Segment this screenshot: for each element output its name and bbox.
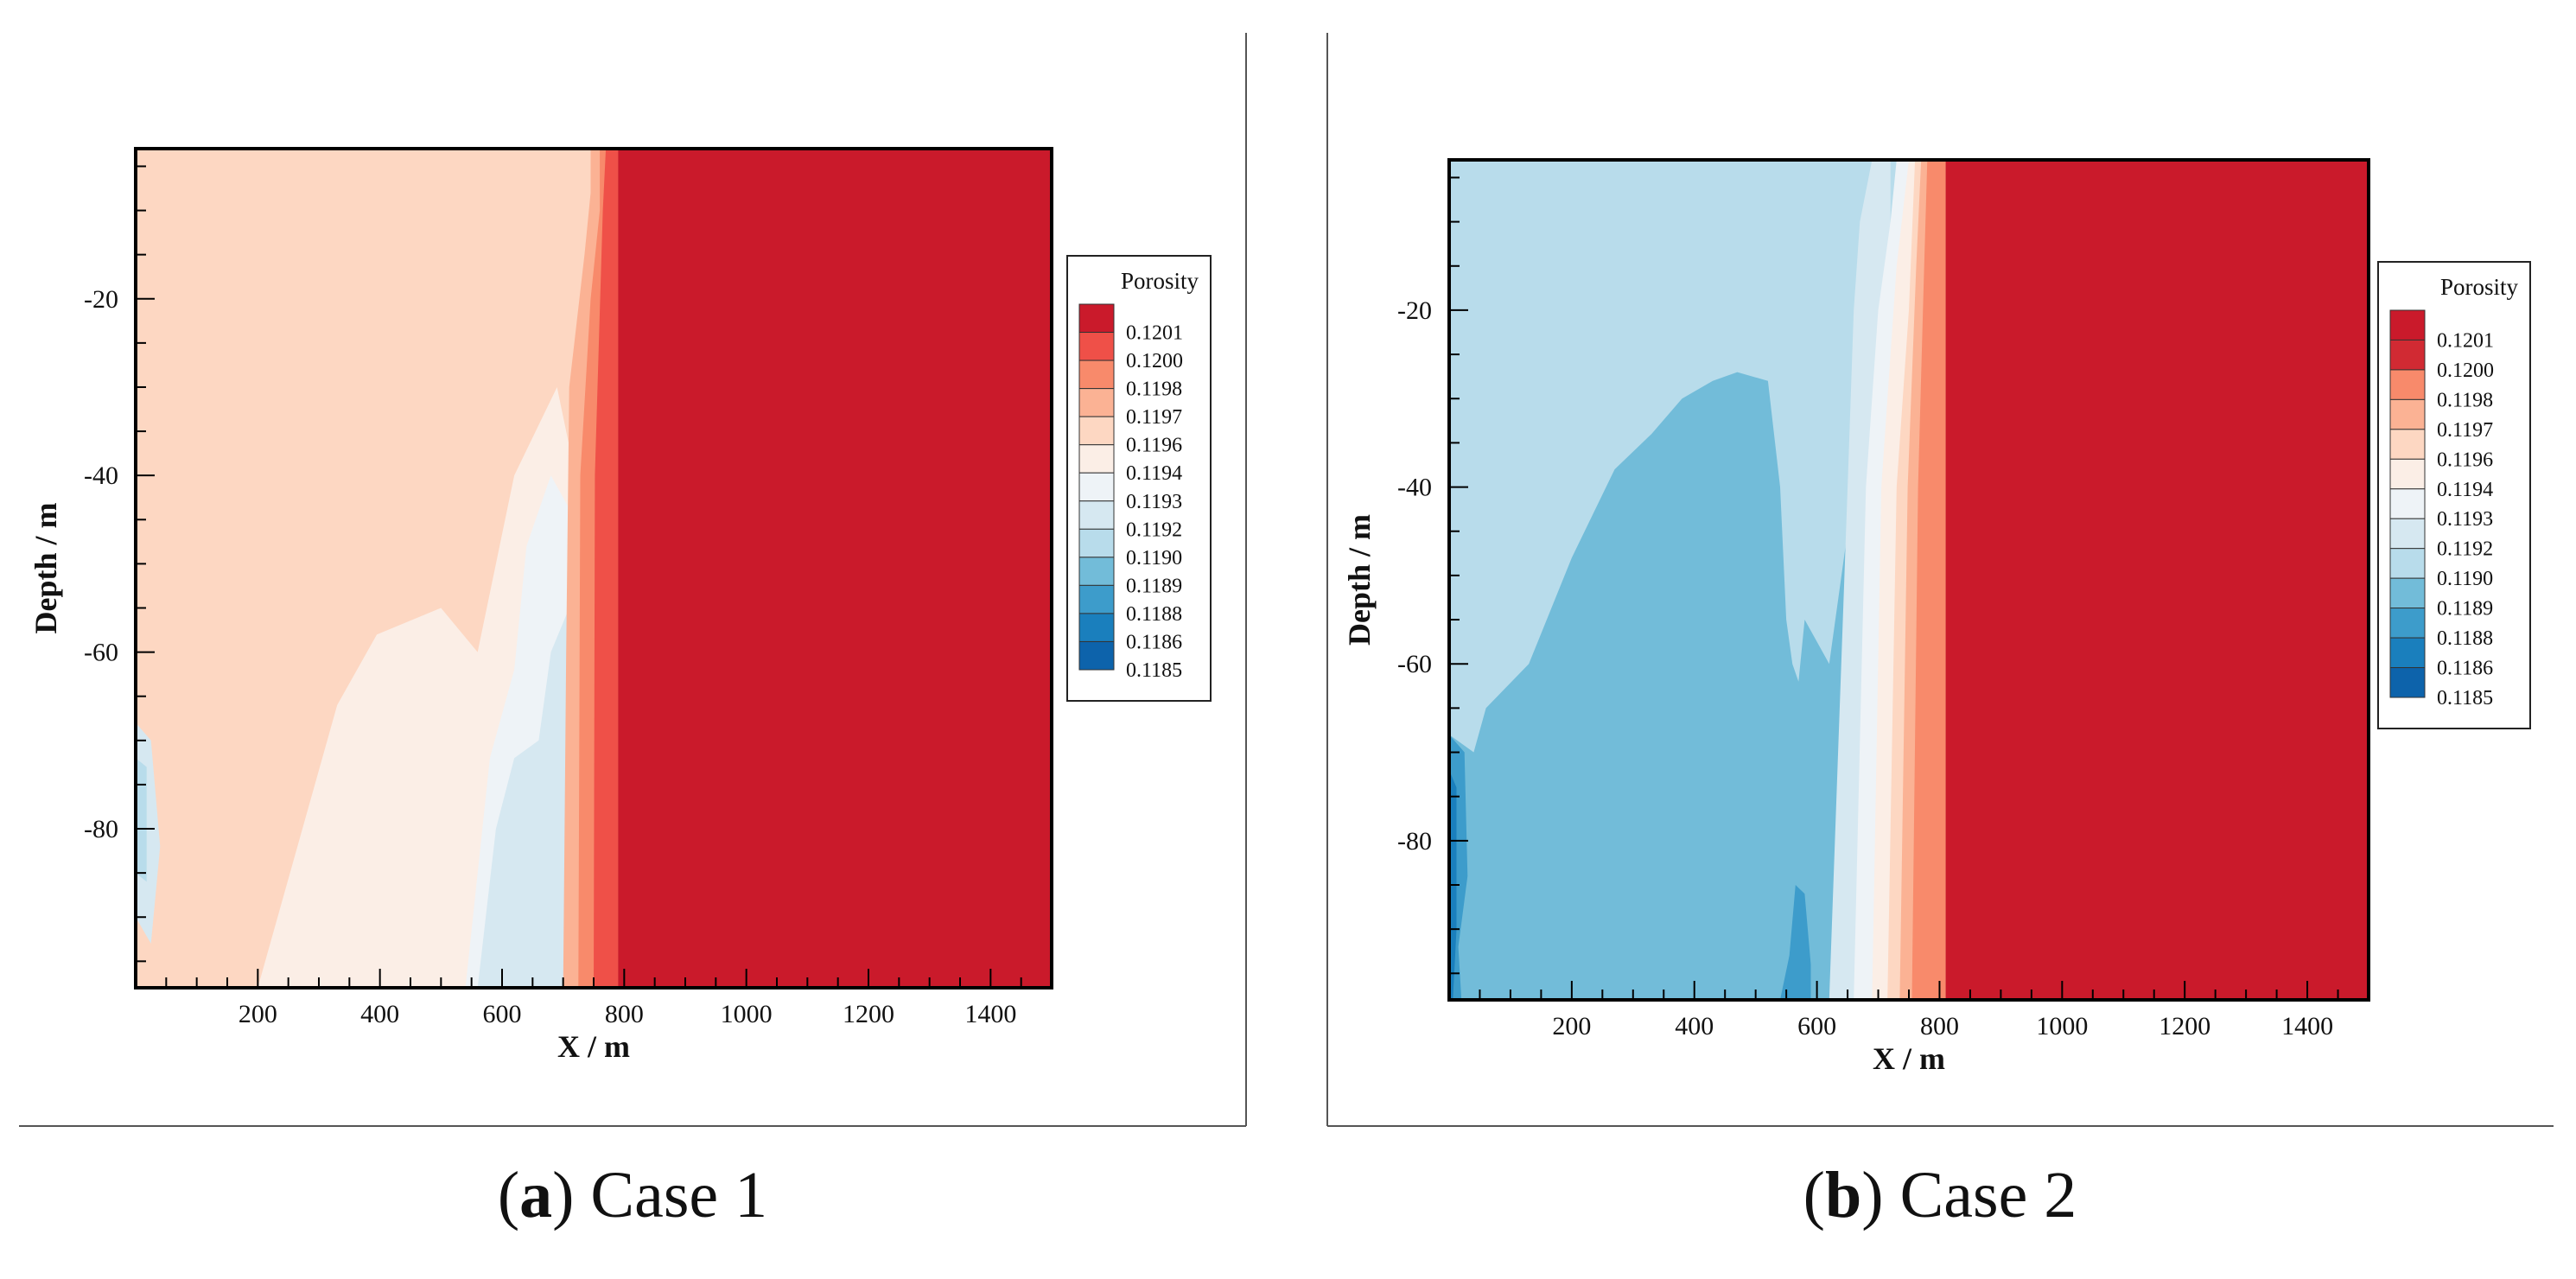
legend-level-label: 0.1190 (1126, 547, 1182, 570)
legend-swatch (2389, 309, 2426, 340)
legend-level-label: 0.1193 (1126, 491, 1182, 513)
legend-swatch (1078, 472, 1115, 502)
x-tick-label: 400 (360, 1000, 399, 1028)
chart-panel-b: 200 400 600 800 1000 1200 1400 -20 -40 -60 -80 X / … (1342, 158, 2531, 1231)
y-tick-label: -60 (1397, 650, 1432, 678)
legend-level-label: 0.1198 (1126, 379, 1182, 401)
legend-level-label: 0.1190 (2437, 568, 2493, 590)
contour-region-0.1198 (1911, 160, 1946, 1000)
contour-region-0.1201 (1945, 160, 2369, 1000)
chart-panel-a: 200 400 600 800 1000 1200 1400 -20 -40 -60 -80 X / … (29, 147, 1212, 1231)
legend-swatch (1078, 500, 1115, 530)
legend-swatch (2389, 667, 2426, 698)
y-axis-title: Depth / m (1342, 514, 1377, 646)
y-tick-label: -40 (1397, 474, 1432, 502)
contour-region-0.1192 (477, 608, 576, 988)
legend-level-label: 0.1186 (2437, 658, 2493, 680)
legend: Porosity 0.1201 0.1200 0.1198 0.1197 0.1196 0.… (1066, 255, 1212, 702)
legend-level-label: 0.1189 (2437, 598, 2493, 620)
legend-level-label: 0.1189 (1126, 575, 1182, 597)
legend-swatch (2389, 369, 2426, 400)
legend-level-label: 0.1194 (1126, 462, 1182, 485)
x-axis-title: X / m (557, 1029, 630, 1064)
legend-level-label: 0.1197 (1126, 406, 1182, 429)
legend-level-label: 0.1196 (1126, 435, 1182, 457)
x-tick-label: 1400 (964, 1000, 1016, 1028)
x-tick-label: 400 (1675, 1012, 1714, 1040)
contour-region-0.1188-bottom (1780, 885, 1811, 1000)
legend-level-label: 0.1192 (1126, 519, 1182, 541)
legend: Porosity 0.1201 0.1200 0.1198 0.1197 0.1196 0.… (2377, 261, 2531, 729)
contour-region-0.1201 (618, 149, 1052, 988)
x-tick-label: 1200 (2159, 1012, 2210, 1040)
legend-swatch (1078, 303, 1115, 334)
legend-swatch (2389, 429, 2426, 460)
legend-level-label: 0.1201 (2437, 329, 2494, 352)
legend-level-label: 0.1185 (2437, 687, 2493, 709)
legend-level-label: 0.1201 (1126, 322, 1183, 345)
legend-swatch (2389, 577, 2426, 609)
y-tick-label: -20 (1397, 296, 1432, 325)
legend-level-label: 0.1194 (2437, 479, 2493, 501)
x-tick-label: 800 (1920, 1012, 1959, 1040)
panel-caption: (a) Case 1 (498, 1159, 767, 1231)
legend-swatch (1078, 557, 1115, 586)
panel-caption: (b) Case 2 (1803, 1159, 2077, 1231)
legend-swatch (1078, 388, 1115, 417)
legend-swatch (2389, 518, 2426, 550)
legend-swatch (2389, 458, 2426, 490)
panel-a-frame (19, 33, 1247, 1127)
legend-swatch (2389, 398, 2426, 430)
legend-title: Porosity (2440, 274, 2519, 300)
legend-level-label: 0.1200 (1126, 350, 1183, 372)
x-axis-title: X / m (1873, 1041, 1945, 1076)
contour-region-0.1200 (594, 149, 619, 988)
x-tick-label: 200 (239, 1000, 277, 1028)
legend-level-label: 0.1196 (2437, 449, 2493, 471)
x-tick-label: 600 (1797, 1012, 1836, 1040)
legend-level-label: 0.1192 (2437, 538, 2493, 561)
legend-level-label: 0.1198 (2437, 389, 2493, 411)
legend-level-label: 0.1197 (2437, 419, 2493, 442)
legend-swatch (2389, 608, 2426, 639)
legend-title: Porosity (1121, 268, 1199, 294)
legend-level-label: 0.1188 (2437, 627, 2493, 650)
legend-swatch (2389, 339, 2426, 371)
x-tick-label: 800 (605, 1000, 644, 1028)
legend-level-label: 0.1193 (2437, 508, 2493, 531)
y-tick-label: -40 (84, 461, 118, 490)
x-tick-label: 600 (483, 1000, 522, 1028)
x-tick-label: 1000 (721, 1000, 773, 1028)
legend-swatch (1078, 584, 1115, 614)
legend-level-label: 0.1186 (1126, 631, 1182, 653)
y-tick-label: -80 (1397, 827, 1432, 856)
x-tick-label: 1200 (843, 1000, 894, 1028)
legend-level-label: 0.1188 (1126, 603, 1182, 626)
legend-swatch (2389, 548, 2426, 579)
legend-swatch (2389, 637, 2426, 669)
y-tick-label: -20 (84, 285, 118, 314)
legend-swatch (1078, 360, 1115, 390)
legend-swatch (1078, 640, 1115, 671)
y-tick-label: -80 (84, 815, 118, 843)
legend-swatch (1078, 332, 1115, 361)
legend-level-label: 0.1200 (2437, 360, 2494, 382)
legend-swatch (2389, 488, 2426, 519)
legend-swatch (1078, 416, 1115, 446)
x-tick-label: 200 (1552, 1012, 1591, 1040)
legend-swatch (1078, 528, 1115, 558)
legend-level-label: 0.1185 (1126, 659, 1182, 682)
x-tick-label: 1000 (2036, 1012, 2088, 1040)
y-axis-title: Depth / m (29, 502, 63, 633)
x-tick-label: 1400 (2281, 1012, 2333, 1040)
legend-swatch (1078, 613, 1115, 642)
contour-region-0.1190-left (136, 758, 147, 882)
panel-b-frame (1326, 33, 2554, 1127)
contour-region-0.1189 (1449, 372, 1848, 1001)
y-tick-label: -60 (84, 639, 118, 667)
legend-swatch (1078, 444, 1115, 474)
